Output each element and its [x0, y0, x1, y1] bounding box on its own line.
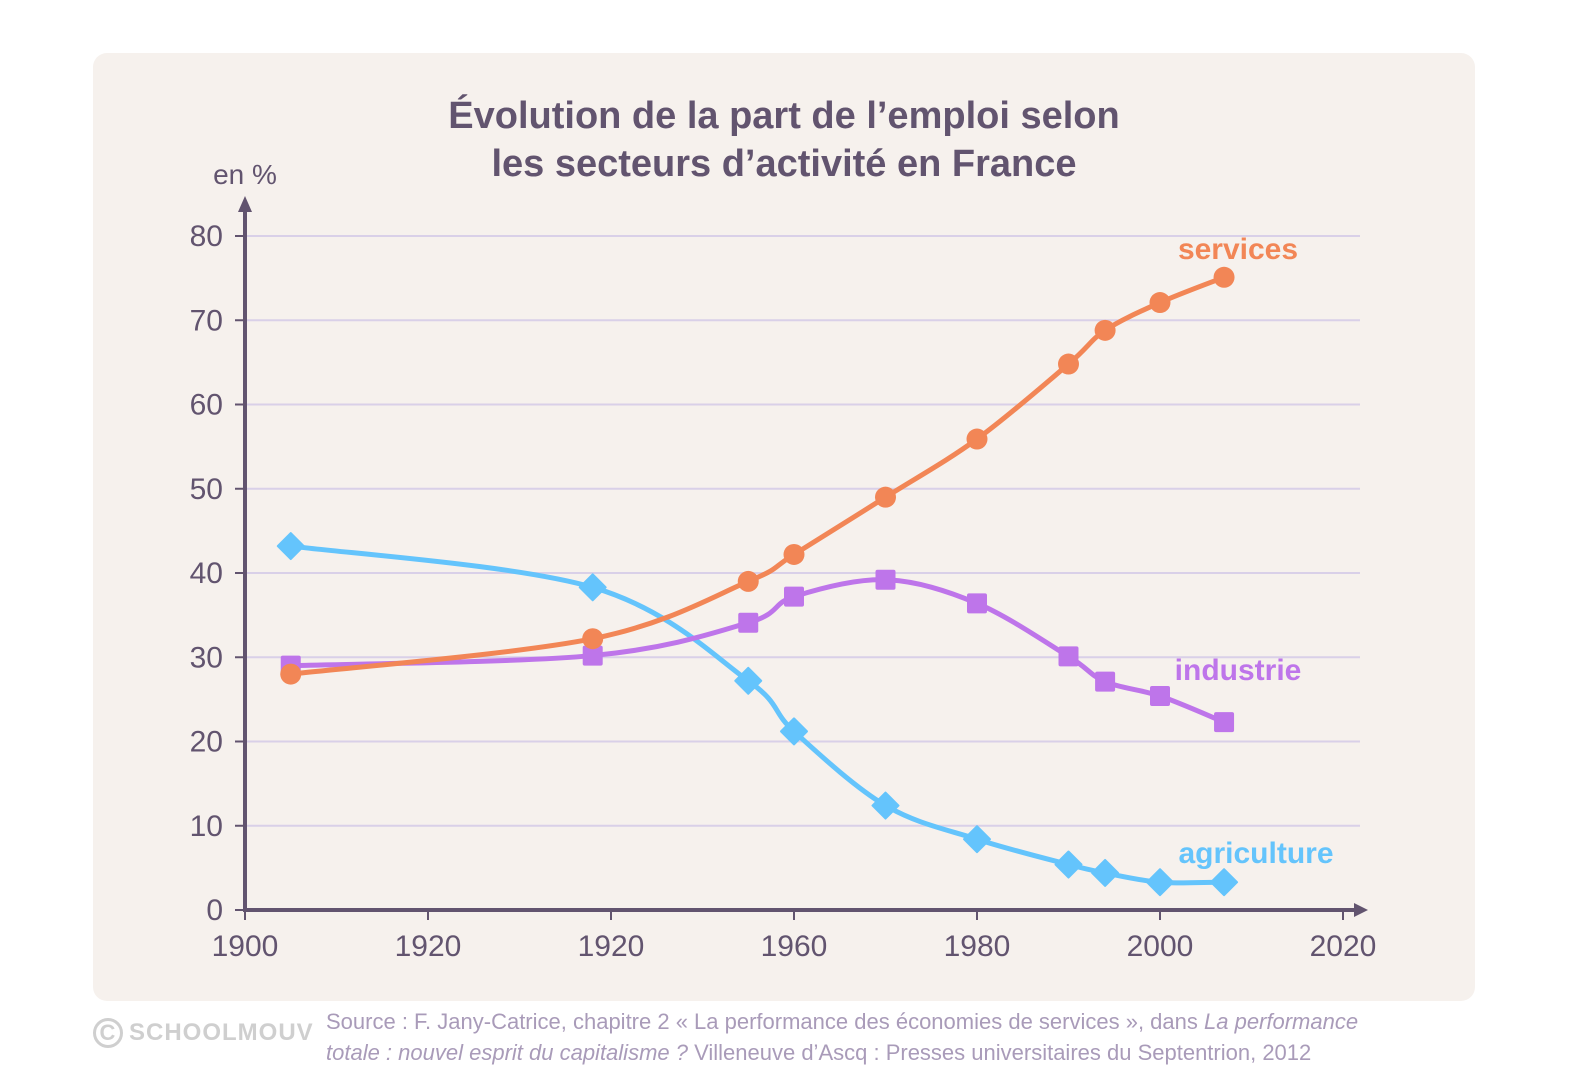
y-tick-label: 70: [190, 304, 223, 337]
agriculture-point-1938: [578, 573, 607, 602]
chart-card: [93, 53, 1475, 1001]
services-point-1990: [1058, 353, 1079, 375]
y-tick-label: 0: [206, 894, 223, 927]
source-title-1: La performance: [1204, 1009, 1359, 1034]
logo-text: SCHOOLMOUV: [129, 1019, 314, 1046]
x-tick-label: 1920: [395, 930, 462, 963]
industrie-point-1955: [738, 612, 759, 633]
agriculture-point-1970: [871, 791, 900, 820]
axes: 0 10 20 30 40 50 60 70 80 1900 1920 1920 1960 1980 200…: [190, 196, 1377, 963]
services-point-1955: [737, 570, 759, 592]
industrie-point-1980: [967, 593, 987, 614]
services-point-1994: [1094, 319, 1116, 341]
y-tick-label: 50: [190, 473, 223, 506]
source-citation: Source : F. Jany-Catrice, chapitre 2 « L…: [326, 1006, 1476, 1068]
x-tick-label: 1980: [944, 930, 1011, 963]
y-axis-arrow-icon: [238, 196, 252, 212]
agriculture-point-1980: [963, 825, 991, 854]
agriculture-point-1955: [734, 666, 763, 695]
services-point-1960: [783, 543, 805, 565]
x-tick-label: 1960: [761, 930, 828, 963]
services-point-1905: [280, 663, 302, 685]
x-axis-arrow-icon: [1354, 903, 1368, 917]
services-point-2007: [1213, 266, 1235, 288]
x-tick-label: 1920: [578, 930, 645, 963]
x-tick-label: 2000: [1127, 930, 1194, 963]
chart-title-line-2: les secteurs d’activité en France: [491, 143, 1076, 185]
agriculture-point-1905: [276, 532, 305, 561]
industrie-point-1970: [875, 569, 896, 590]
line-chart: Évolution de la part de l’emploi selon l…: [190, 93, 1377, 963]
services-point-2000: [1149, 292, 1171, 314]
series-label-industrie: industrie: [1175, 654, 1302, 687]
agriculture-point-1960: [780, 717, 808, 746]
x-tick-label: 2020: [1310, 930, 1377, 963]
agriculture-line: [288, 543, 1227, 886]
series-industrie: [280, 569, 1235, 733]
industrie-line: [288, 577, 1227, 725]
services-point-1970: [875, 486, 896, 508]
industrie-point-1990: [1058, 646, 1079, 667]
y-tick-label: 10: [190, 810, 223, 843]
agriculture-point-1994: [1091, 858, 1120, 887]
y-tick-label: 20: [190, 726, 223, 759]
footer: C SCHOOLMOUV Source : F. Jany-Catrice, c…: [93, 1004, 1493, 1074]
x-tick-label: 1900: [212, 930, 279, 963]
y-tick-label: 80: [190, 220, 223, 253]
schoolmouv-logo: C SCHOOLMOUV: [93, 1018, 314, 1048]
agriculture-point-1990: [1054, 850, 1083, 879]
source-text-1: Source : F. Jany-Catrice, chapitre 2 « L…: [326, 1009, 1204, 1034]
agriculture-point-2007: [1210, 868, 1239, 897]
industrie-point-1994: [1095, 671, 1116, 692]
series-label-services: services: [1178, 233, 1298, 266]
industrie-point-2007: [1214, 712, 1235, 733]
y-axis-unit-label: en %: [213, 159, 277, 190]
y-tick-label: 60: [190, 389, 223, 422]
series-agriculture: [276, 532, 1239, 897]
series-services: [280, 266, 1235, 685]
y-tick-label: 30: [190, 641, 223, 674]
services-point-1980: [966, 428, 988, 450]
industrie-point-2000: [1150, 686, 1170, 707]
source-title-2: totale : nouvel esprit du capitalisme ?: [326, 1040, 688, 1065]
y-tick-label: 40: [190, 557, 223, 590]
industrie-point-1938: [582, 645, 603, 666]
copyright-icon: C: [93, 1018, 123, 1048]
source-text-2: Villeneuve d’Ascq : Presses universitair…: [687, 1040, 1312, 1065]
services-point-1938: [582, 628, 604, 650]
industrie-point-1960: [784, 586, 804, 607]
agriculture-point-2000: [1146, 868, 1174, 897]
series-label-agriculture: agriculture: [1178, 837, 1333, 870]
series-group: [276, 266, 1239, 897]
chart-title-line-1: Évolution de la part de l’emploi selon: [448, 93, 1119, 137]
series-labels: services industrie agriculture: [1175, 233, 1334, 870]
